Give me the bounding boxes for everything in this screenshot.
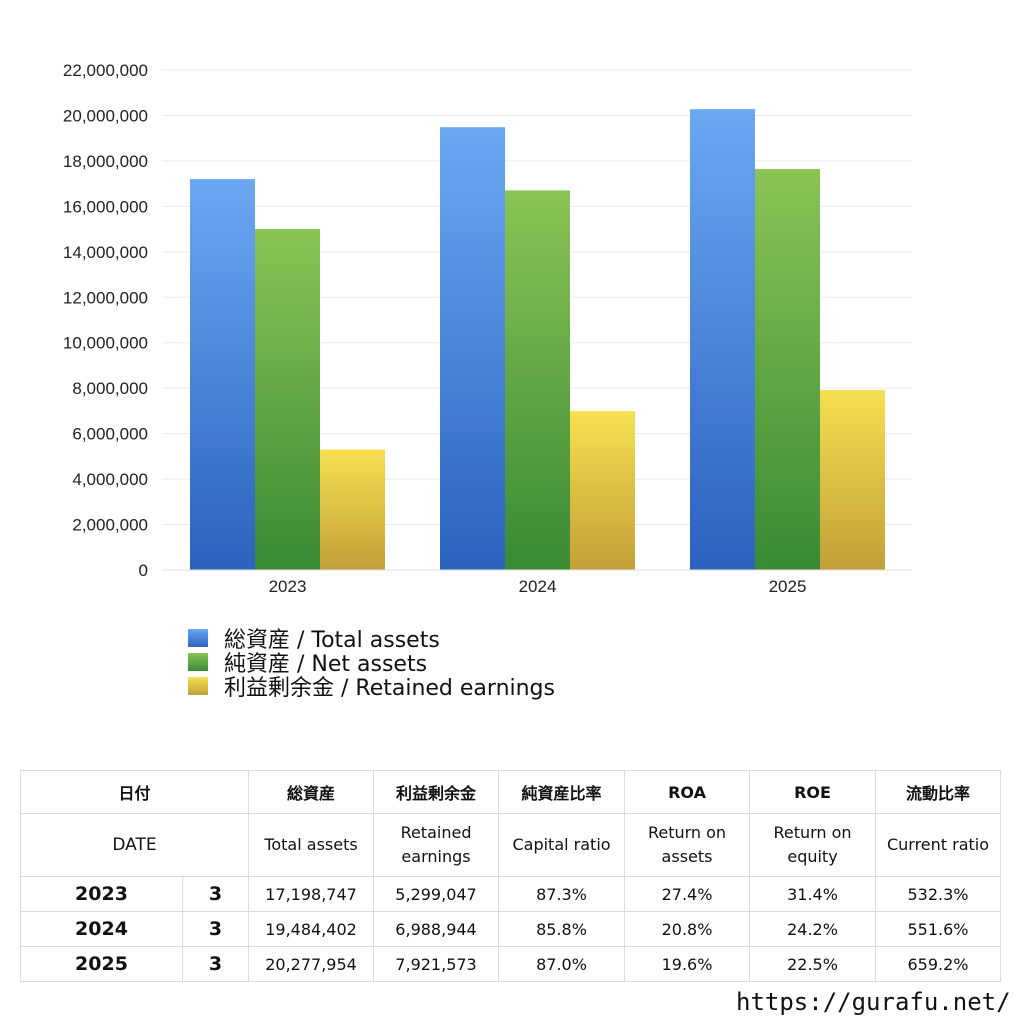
bar-net-assets-2024 [505, 190, 570, 571]
header-retained-en-line1: Retained [400, 823, 472, 842]
bar-total-assets-2024 [440, 127, 505, 571]
row-total-assets: 19,484,402 [248, 911, 375, 947]
y-tick-label: 8,000,000 [72, 379, 148, 398]
y-tick-label: 22,000,000 [63, 61, 148, 80]
header-total-assets-ja: 総資産 [248, 770, 375, 814]
row-current-ratio: 551.6% [875, 911, 1002, 947]
row-capital-ratio: 87.3% [498, 876, 626, 912]
y-tick-label: 4,000,000 [72, 470, 148, 489]
row-current-ratio: 532.3% [875, 876, 1002, 912]
bar-net-assets-2023 [255, 229, 320, 570]
y-tick-label: 12,000,000 [63, 288, 148, 307]
row-year: 2024 [20, 911, 183, 947]
y-tick-label: 2,000,000 [72, 516, 148, 535]
x-tick-label: 2024 [519, 577, 557, 596]
legend-swatch-net-assets [188, 653, 208, 671]
header-current-ratio-en: Current ratio [875, 813, 1002, 877]
row-roa: 19.6% [624, 946, 751, 982]
row-retained: 6,988,944 [373, 911, 500, 947]
header-roa-en: Return on assets [624, 813, 751, 877]
y-tick-label: 14,000,000 [63, 243, 148, 262]
header-roe-en: Return on equity [749, 813, 877, 877]
header-retained-ja: 利益剰余金 [373, 770, 500, 814]
table-row: 2023 3 17,198,747 5,299,047 87.3% 27.4% … [20, 876, 1002, 912]
header-row-en: DATE Total assets Retained earnings Capit… [19, 813, 1002, 877]
legend-item-total-assets: 総資産 / Total assets [188, 626, 555, 653]
legend-label-net-assets: 純資産 / Net assets [224, 652, 428, 677]
header-roe-en-line1: Return on [773, 823, 852, 842]
y-tick-label: 16,000,000 [63, 197, 148, 216]
table-row: 2024 3 19,484,402 6,988,944 85.8% 20.8% … [20, 911, 1002, 947]
row-month: 3 [181, 911, 250, 947]
row-capital-ratio: 85.8% [498, 911, 626, 947]
header-roa-en-line1: Return on [647, 823, 727, 842]
row-month: 3 [181, 876, 250, 912]
header-current-ratio-ja: 流動比率 [875, 770, 1002, 814]
legend-label-retained-earnings: 利益剰余金 / Retained earnings [224, 676, 555, 701]
y-tick-label: 10,000,000 [63, 334, 148, 353]
header-date-ja: 日付 [19, 770, 250, 814]
legend-item-retained-earnings: 利益剰余金 / Retained earnings [188, 674, 555, 701]
header-capital-ratio-ja: 純資産比率 [498, 770, 626, 814]
header-row-ja: 日付 総資産 利益剰余金 純資産比率 ROA ROE 流動比率 [19, 770, 1002, 814]
footer-url-link[interactable]: https://gurafu.net/ [736, 988, 1011, 1016]
row-retained: 7,921,573 [373, 946, 500, 982]
row-roa: 27.4% [624, 876, 751, 912]
legend-label-total-assets: 総資産 / Total assets [224, 628, 440, 653]
row-retained: 5,299,047 [373, 876, 500, 912]
row-roa: 20.8% [624, 911, 751, 947]
bar-retained-earnings-2025 [820, 389, 885, 570]
table-row: 2025 3 20,277,954 7,921,573 87.0% 19.6% … [20, 946, 1002, 982]
y-tick-label: 6,000,000 [72, 425, 148, 444]
row-year: 2025 [20, 946, 183, 982]
header-retained-en: Retained earnings [373, 813, 500, 877]
header-roa-en-line2: assets [661, 847, 713, 866]
header-roa-ja: ROA [624, 770, 751, 814]
y-axis-ticks: 0 2,000,000 4,000,000 6,000,000 8,000,000 10,… [63, 61, 148, 580]
row-roe: 24.2% [749, 911, 877, 947]
header-capital-ratio-en: Capital ratio [498, 813, 626, 877]
header-total-assets-en: Total assets [248, 813, 375, 877]
bar-retained-earnings-2024 [570, 411, 635, 570]
x-axis-ticks: 2023 2024 2025 [162, 569, 912, 596]
header-roe-ja: ROE [749, 770, 877, 814]
row-current-ratio: 659.2% [875, 946, 1002, 982]
row-capital-ratio: 87.0% [498, 946, 626, 982]
bars [190, 109, 885, 571]
legend: 総資産 / Total assets 純資産 / Net assets 利益剰余… [188, 626, 555, 701]
header-retained-en-line2: earnings [401, 847, 471, 866]
row-roe: 31.4% [749, 876, 877, 912]
x-tick-label: 2023 [269, 577, 307, 596]
bar-chart: 0 2,000,000 4,000,000 6,000,000 8,000,000 10,… [63, 61, 912, 596]
y-tick-label: 18,000,000 [63, 152, 148, 171]
financial-table: 日付 総資産 利益剰余金 純資産比率 ROA ROE 流動比率 DATE Tot… [19, 770, 1002, 982]
bar-total-assets-2023 [190, 179, 255, 570]
row-month: 3 [181, 946, 250, 982]
bar-retained-earnings-2023 [320, 449, 385, 570]
legend-swatch-total-assets [188, 629, 208, 647]
header-roe-en-line2: equity [787, 847, 838, 866]
legend-swatch-retained-earnings [188, 677, 208, 695]
y-tick-label: 20,000,000 [63, 106, 148, 125]
bar-total-assets-2025 [690, 109, 755, 571]
y-tick-label: 0 [139, 561, 148, 580]
row-total-assets: 20,277,954 [248, 946, 375, 982]
row-roe: 22.5% [749, 946, 877, 982]
bar-net-assets-2025 [755, 169, 820, 570]
x-tick-label: 2025 [769, 577, 807, 596]
row-year: 2023 [20, 876, 183, 912]
header-date-en: DATE [19, 813, 250, 877]
row-total-assets: 17,198,747 [248, 876, 375, 912]
legend-item-net-assets: 純資産 / Net assets [188, 650, 555, 677]
